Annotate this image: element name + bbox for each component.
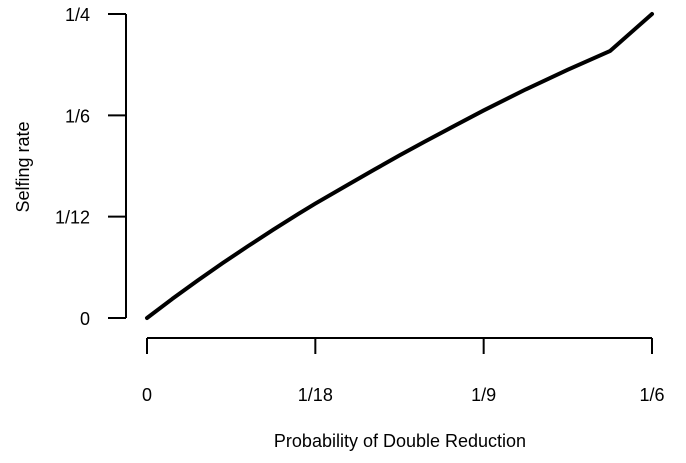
series-line <box>145 12 655 320</box>
y-tick-label: 1/6 <box>65 106 90 126</box>
x-tick-label: 1/18 <box>298 385 333 405</box>
y-tick-label: 1/12 <box>55 208 90 228</box>
x-tick-label: 0 <box>142 385 152 405</box>
y-tick-label: 0 <box>80 309 90 329</box>
x-tick-label: 1/9 <box>471 385 496 405</box>
y-axis: 0 1/12 1/6 1/4 <box>55 5 127 329</box>
x-axis: 0 1/18 1/9 1/6 <box>142 337 665 405</box>
x-tick-label: 1/6 <box>639 385 664 405</box>
series-layer <box>145 12 655 320</box>
y-tick-label: 1/4 <box>65 5 90 25</box>
x-axis-title: Probability of Double Reduction <box>274 431 526 451</box>
y-axis-title: Selfing rate <box>13 121 33 212</box>
